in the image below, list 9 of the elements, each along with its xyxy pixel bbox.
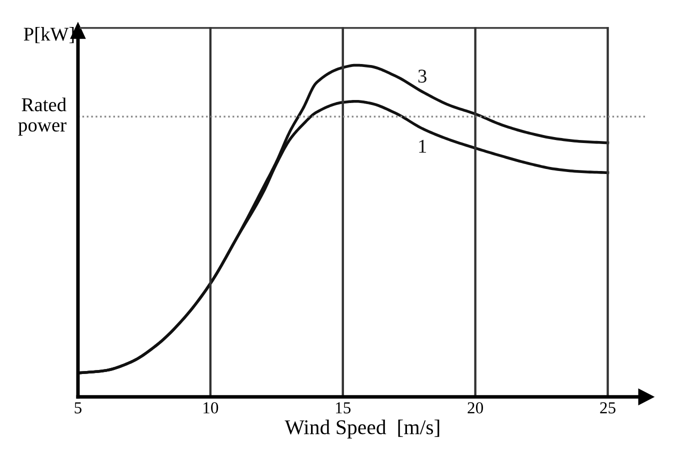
x-tick-label: 20: [468, 402, 484, 414]
x-tick-label: 15: [336, 402, 351, 414]
ref-line-label: Rated power: [18, 98, 66, 136]
x-tick-label: 25: [600, 402, 616, 414]
x-tick-label: 10: [204, 402, 218, 414]
x-axis-title: Wind Speed [m/s]: [284, 420, 440, 439]
x-tick-label: 5: [74, 402, 82, 414]
series-label: 1: [419, 140, 426, 153]
series-label: 3: [418, 70, 426, 83]
